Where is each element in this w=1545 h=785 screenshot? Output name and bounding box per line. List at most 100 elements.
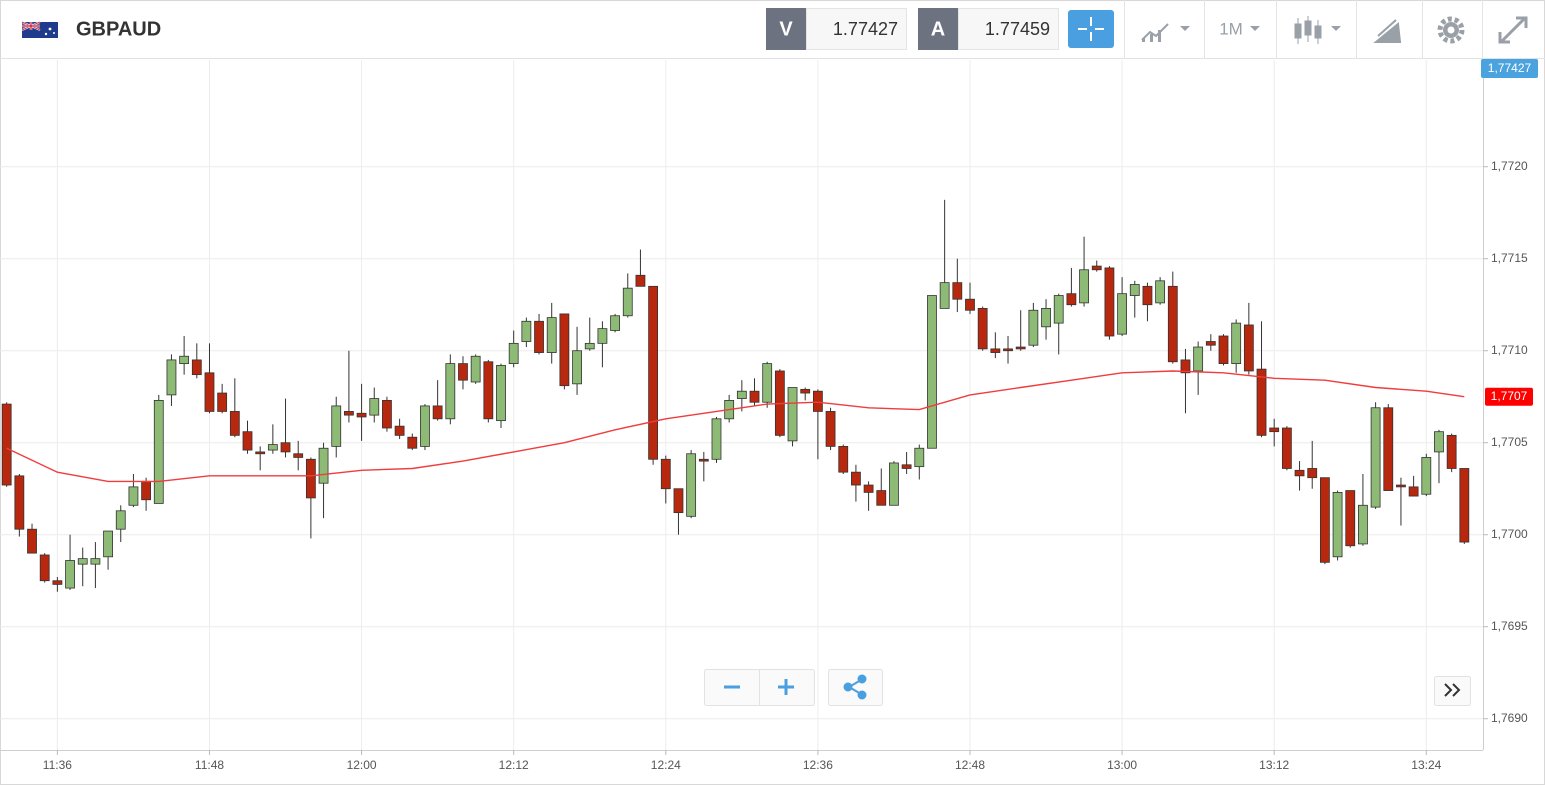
ma-price-label: 1,7707 [1491, 389, 1528, 403]
x-tick-label: 13:12 [1259, 758, 1289, 772]
candle-body [622, 287, 633, 317]
bid-box [806, 8, 907, 50]
x-tick-label: 11:48 [195, 758, 224, 772]
candle-body [90, 558, 101, 565]
candle-body [128, 486, 139, 506]
candle-body [787, 387, 798, 442]
drawing-tool-button[interactable] [1373, 19, 1402, 43]
indicator-button[interactable] [1141, 23, 1190, 42]
candle-body [242, 431, 253, 451]
candle-body [749, 390, 760, 403]
candle-body [1053, 295, 1064, 324]
candle-body [927, 295, 937, 449]
flag-icon [21, 21, 58, 38]
candle-body [166, 359, 177, 396]
candle-body [445, 363, 456, 420]
candle-body [1243, 324, 1254, 372]
candle-body [293, 453, 304, 458]
candle-body [711, 418, 722, 460]
candle-body [673, 488, 684, 514]
candle-body [939, 282, 950, 309]
ask-button[interactable] [918, 8, 958, 50]
candle-body [369, 398, 380, 416]
candle-body [952, 282, 963, 300]
candle-body [14, 475, 25, 530]
candle-body [115, 510, 126, 530]
candle-body [546, 317, 557, 353]
candle-body [736, 390, 747, 399]
toolbar-separators [1124, 0, 1483, 58]
candle-body [39, 554, 50, 582]
candle-body [648, 285, 659, 460]
candle-body [825, 411, 836, 447]
candle-body [153, 399, 164, 504]
y-tick-label: 1,7695 [1491, 619, 1528, 633]
candle-body [382, 399, 392, 429]
zoom-controls [704, 669, 1471, 706]
candle-body [1079, 269, 1089, 304]
candle-body [508, 342, 519, 364]
candle-body [420, 405, 430, 447]
candle-body [914, 447, 925, 468]
candle-body [901, 464, 912, 469]
candle-body [1358, 504, 1368, 545]
candle-body [27, 528, 37, 554]
candle-body [1142, 285, 1153, 306]
candle-body [521, 320, 532, 342]
candle-body [1434, 431, 1444, 453]
candle-body [559, 313, 570, 387]
share-button[interactable] [843, 674, 867, 700]
candle-body [610, 315, 620, 331]
fullscreen-button[interactable] [1498, 16, 1528, 44]
candle-body [1332, 491, 1343, 558]
candle-body [255, 451, 266, 455]
candle-body [1269, 427, 1280, 433]
y-tick-label: 1,7720 [1491, 159, 1528, 173]
share-panel [828, 669, 883, 706]
y-tick-label: 1,7710 [1491, 343, 1528, 357]
x-tick-label: 12:48 [955, 758, 985, 772]
candle-body [1003, 348, 1013, 352]
x-tick-label: 12:12 [499, 758, 529, 772]
candle-body [204, 372, 215, 412]
candle-body [331, 405, 342, 447]
candle-body [1319, 477, 1330, 563]
candle-body [534, 320, 544, 353]
candle-body [1015, 346, 1026, 350]
candle-body [597, 328, 608, 344]
candle-body [851, 471, 861, 486]
plot-area [1, 199, 1470, 592]
ma-price-tag [1485, 387, 1533, 406]
candle-body [977, 307, 988, 350]
x-tick-label: 12:36 [803, 758, 833, 772]
candle-body [572, 350, 582, 385]
candle-body [356, 412, 367, 418]
zoom-in-button[interactable] [778, 679, 794, 695]
candle-body [686, 453, 697, 517]
scroll-to-end-button[interactable] [1444, 683, 1461, 697]
timeframe-caret [1250, 26, 1260, 31]
candle-body [584, 342, 595, 350]
settings-button[interactable] [1437, 16, 1465, 44]
crosshair-button[interactable] [1068, 10, 1114, 48]
candle-body [496, 365, 506, 422]
candle-body [1066, 293, 1077, 306]
chart-type-button[interactable] [1294, 16, 1341, 44]
candle-body [305, 458, 316, 499]
timeframe-button[interactable]: 1M [1219, 19, 1243, 38]
candle-body [889, 462, 899, 506]
scroll-panel [1434, 676, 1471, 706]
candle-body [483, 361, 494, 420]
candle-body [1231, 322, 1242, 364]
candle-body [394, 425, 405, 436]
candle-body [458, 363, 468, 381]
candle-body [344, 411, 354, 416]
candle-body [1459, 468, 1470, 543]
y-tick-label: 1,7690 [1491, 711, 1528, 725]
candle-body [1155, 280, 1166, 304]
candle-body [280, 442, 291, 453]
x-tick-label: 11:36 [43, 758, 72, 772]
bid-button[interactable] [766, 8, 806, 50]
candle-body [1421, 457, 1432, 495]
